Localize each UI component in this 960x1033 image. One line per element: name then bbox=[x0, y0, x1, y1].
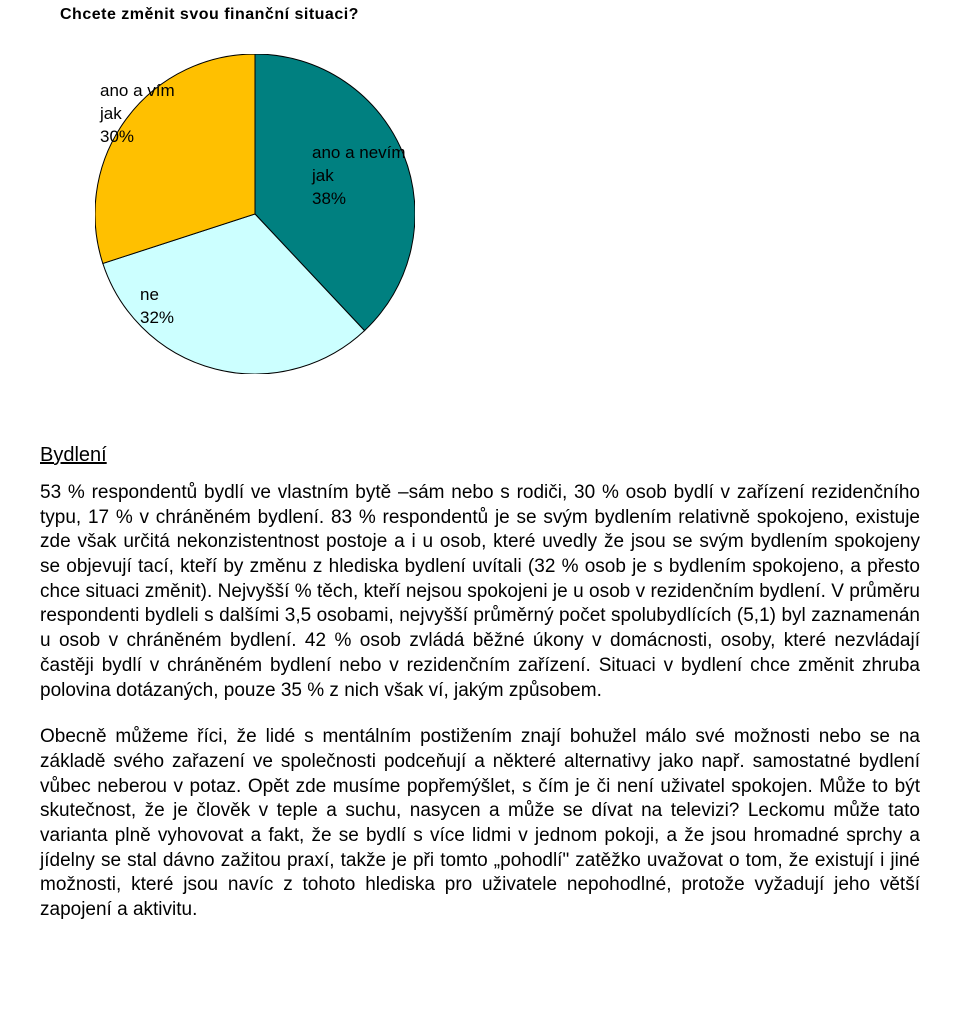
slice-pct: 32% bbox=[140, 307, 174, 330]
paragraph-1: 53 % respondentů bydlí ve vlastním bytě … bbox=[40, 481, 920, 703]
slice-label-ano-vim: ano a vím jak 30% bbox=[100, 80, 175, 149]
slice-pct: 30% bbox=[100, 126, 175, 149]
section-heading: Bydlení bbox=[40, 444, 920, 467]
slice-text: ano a vím bbox=[100, 80, 175, 103]
document-page: Chcete změnit svou finanční situaci? ano… bbox=[0, 0, 960, 985]
slice-text: ano a nevím bbox=[312, 142, 406, 165]
slice-text: ne bbox=[140, 284, 174, 307]
slice-text: jak bbox=[100, 103, 175, 126]
pie-chart: ano a nevím jak 38% ne 32% ano a vím jak… bbox=[0, 24, 540, 444]
slice-text: jak bbox=[312, 165, 406, 188]
slice-label-ano-nevim: ano a nevím jak 38% bbox=[312, 142, 406, 211]
paragraph-2: Obecně můžeme říci, že lidé s mentálním … bbox=[40, 725, 920, 923]
body-content: Bydlení 53 % respondentů bydlí ve vlastn… bbox=[0, 444, 960, 985]
slice-label-ne: ne 32% bbox=[140, 284, 174, 330]
chart-title: Chcete změnit svou finanční situaci? bbox=[0, 0, 960, 24]
slice-pct: 38% bbox=[312, 188, 406, 211]
